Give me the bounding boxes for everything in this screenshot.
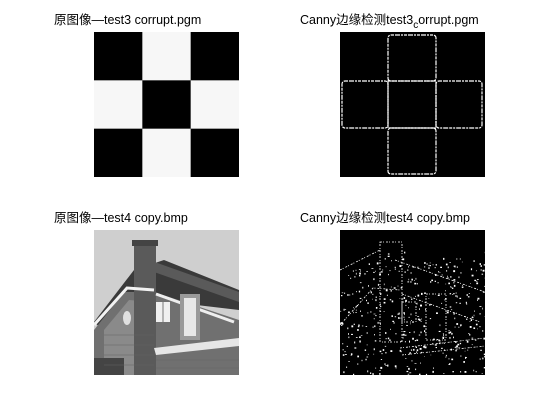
title-main: Canny边缘检测test3 <box>300 13 414 27</box>
panel-title: 原图像—test3 corrupt.pgm <box>54 13 202 27</box>
panel-title: Canny边缘检测test4 copy.bmp <box>300 211 470 225</box>
title-rest: orrupt.pgm <box>418 13 479 27</box>
panel-title: 原图像—test4 copy.bmp <box>54 211 188 225</box>
edge-map-image <box>340 32 485 177</box>
title-subscript: c <box>413 20 419 31</box>
edge-map-image <box>340 230 485 375</box>
house-photo-image <box>94 230 239 375</box>
checkerboard-image <box>94 32 239 177</box>
panel-title: Canny边缘检测test3corrupt.pgm <box>300 12 479 31</box>
